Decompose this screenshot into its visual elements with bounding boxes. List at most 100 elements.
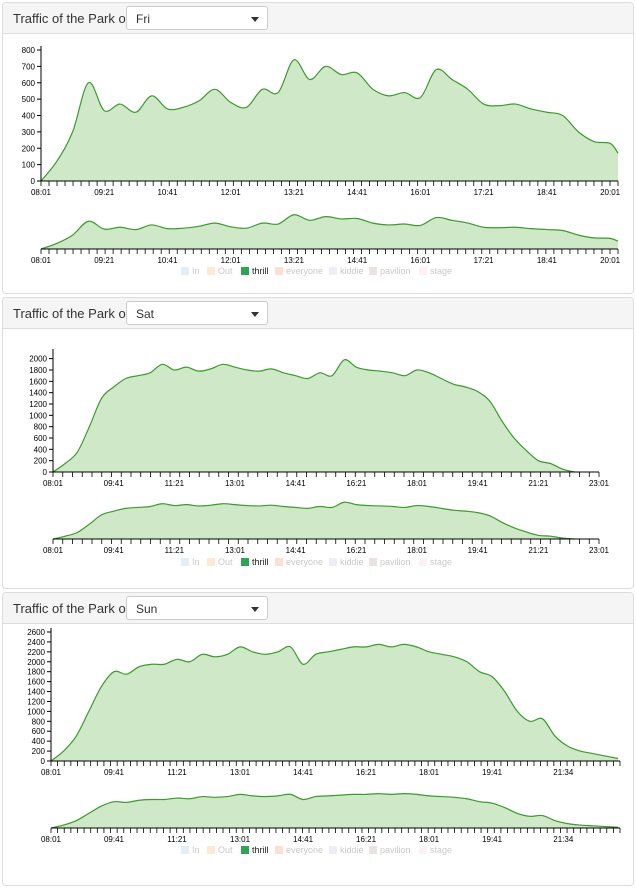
x-tick-label: 18:41	[537, 188, 558, 197]
legend-swatch	[181, 846, 189, 854]
context-x-tick-label: 20:01	[600, 256, 621, 265]
chart-panel-fri: Traffic of the Park on Fri 0 100 200 300 400…	[2, 2, 634, 294]
context-x-axis: 08:01 09:21 10:41 12:01 13:21 14:41 16:01 17:21…	[31, 248, 621, 265]
legend-item-In[interactable]: In	[181, 266, 200, 276]
legend-label: kiddie	[340, 845, 364, 855]
y-tick-label: 0	[41, 757, 46, 766]
context-area-line	[40, 214, 619, 250]
legend-swatch	[207, 558, 215, 566]
legend-item-pavilion[interactable]: pavilion	[369, 557, 411, 567]
x-tick-label: 23:01	[589, 479, 610, 488]
legend-swatch	[419, 558, 427, 566]
legend-swatch	[275, 558, 283, 566]
legend-item-thrill[interactable]: thrill	[241, 845, 269, 855]
context-x-tick-label: 09:41	[104, 546, 125, 555]
legend-item-thrill[interactable]: thrill	[241, 266, 269, 276]
legend-label: pavilion	[380, 845, 411, 855]
y-tick-label: 200	[34, 457, 48, 466]
context-x-tick-label: 17:21	[474, 256, 495, 265]
legend-item-In[interactable]: In	[181, 845, 200, 855]
x-axis: 08:01 09:21 10:41 12:01 13:21 14:41 16:01 17:21…	[31, 180, 621, 197]
legend-swatch	[329, 267, 337, 275]
legend-swatch	[275, 846, 283, 854]
legend-swatch	[275, 267, 283, 275]
legend-swatch	[241, 846, 249, 854]
context-x-tick-label: 19:41	[482, 835, 503, 844]
panel-header: Traffic of the Park on Fri	[3, 3, 633, 34]
y-tick-label: 500	[22, 95, 36, 104]
legend-item-stage[interactable]: stage	[419, 266, 452, 276]
context-x-tick-label: 09:21	[94, 256, 115, 265]
y-tick-label: 700	[22, 62, 36, 71]
day-select[interactable]: Sat	[126, 301, 268, 325]
main-area-chart: 0 100 200 300 400 500 600 700 800 08:01 09:21 10:41…	[22, 46, 621, 197]
y-tick-label: 1800	[27, 668, 45, 677]
legend-item-pavilion[interactable]: pavilion	[369, 266, 411, 276]
x-tick-label: 08:01	[43, 479, 64, 488]
legend-swatch	[207, 846, 215, 854]
y-tick-label: 1200	[27, 697, 45, 706]
legend: In Out thrill everyone kiddie pavilion stage	[181, 845, 452, 855]
legend-label: thrill	[252, 266, 269, 276]
area-line	[40, 59, 619, 182]
legend-item-kiddie[interactable]: kiddie	[329, 557, 364, 567]
y-tick-label: 400	[32, 737, 46, 746]
legend-item-In[interactable]: In	[181, 557, 200, 567]
context-x-tick-label: 16:21	[346, 546, 367, 555]
legend-swatch	[181, 267, 189, 275]
y-tick-label: 1000	[29, 411, 47, 420]
chevron-down-icon	[251, 607, 259, 612]
legend-item-pavilion[interactable]: pavilion	[369, 845, 411, 855]
context-x-tick-label: 11:21	[167, 835, 187, 844]
x-tick-label: 14:41	[293, 768, 314, 777]
y-tick-label: 2000	[27, 658, 45, 667]
x-tick-label: 13:01	[230, 768, 251, 777]
legend-item-Out[interactable]: Out	[207, 266, 233, 276]
y-tick-label: 0	[43, 468, 48, 477]
legend-item-kiddie[interactable]: kiddie	[329, 266, 364, 276]
y-tick-label: 1400	[27, 688, 45, 697]
legend-label: thrill	[252, 845, 269, 855]
legend-label: Out	[218, 557, 233, 567]
legend-label: kiddie	[340, 266, 364, 276]
context-x-tick-label: 14:41	[293, 835, 314, 844]
x-tick-label: 16:21	[346, 479, 367, 488]
legend-item-kiddie[interactable]: kiddie	[329, 845, 364, 855]
day-select-value: Sat	[136, 307, 155, 321]
y-tick-label: 1600	[27, 678, 45, 687]
context-x-tick-label: 13:01	[225, 546, 246, 555]
day-select-value: Sun	[136, 602, 158, 616]
area-line	[50, 643, 619, 762]
legend-item-everyone[interactable]: everyone	[275, 845, 323, 855]
legend-item-everyone[interactable]: everyone	[275, 266, 323, 276]
legend-item-everyone[interactable]: everyone	[275, 557, 323, 567]
legend-item-stage[interactable]: stage	[419, 557, 452, 567]
x-tick-label: 12:01	[221, 188, 242, 197]
panel-header: Traffic of the Park on Sat	[3, 298, 633, 329]
legend-label: thrill	[252, 557, 269, 567]
legend-label: stage	[430, 845, 452, 855]
y-tick-label: 800	[22, 46, 36, 55]
x-tick-label: 13:21	[284, 188, 305, 197]
context-x-axis: 08:01 09:41 11:21 13:01 14:41 16:21 18:01 19:41…	[43, 538, 610, 555]
legend-item-Out[interactable]: Out	[207, 845, 233, 855]
legend-label: stage	[430, 557, 452, 567]
legend-item-stage[interactable]: stage	[419, 845, 452, 855]
legend-label: everyone	[286, 557, 323, 567]
legend-swatch	[369, 267, 377, 275]
day-select[interactable]: Fri	[126, 6, 268, 30]
legend-item-Out[interactable]: Out	[207, 557, 233, 567]
x-tick-label: 18:01	[419, 768, 440, 777]
legend-label: Out	[218, 266, 233, 276]
y-tick-label: 2400	[27, 638, 45, 647]
context-x-tick-label: 18:41	[537, 256, 558, 265]
context-x-tick-label: 08:01	[41, 835, 62, 844]
traffic-chart: 0200400600800100012001400160018002000220…	[27, 628, 621, 855]
area-fill	[51, 644, 619, 761]
legend-item-thrill[interactable]: thrill	[241, 557, 269, 567]
legend-label: everyone	[286, 266, 323, 276]
y-tick-label: 1400	[29, 389, 47, 398]
y-tick-label: 0	[31, 177, 36, 186]
y-tick-label: 300	[22, 128, 36, 137]
day-select[interactable]: Sun	[126, 596, 268, 620]
